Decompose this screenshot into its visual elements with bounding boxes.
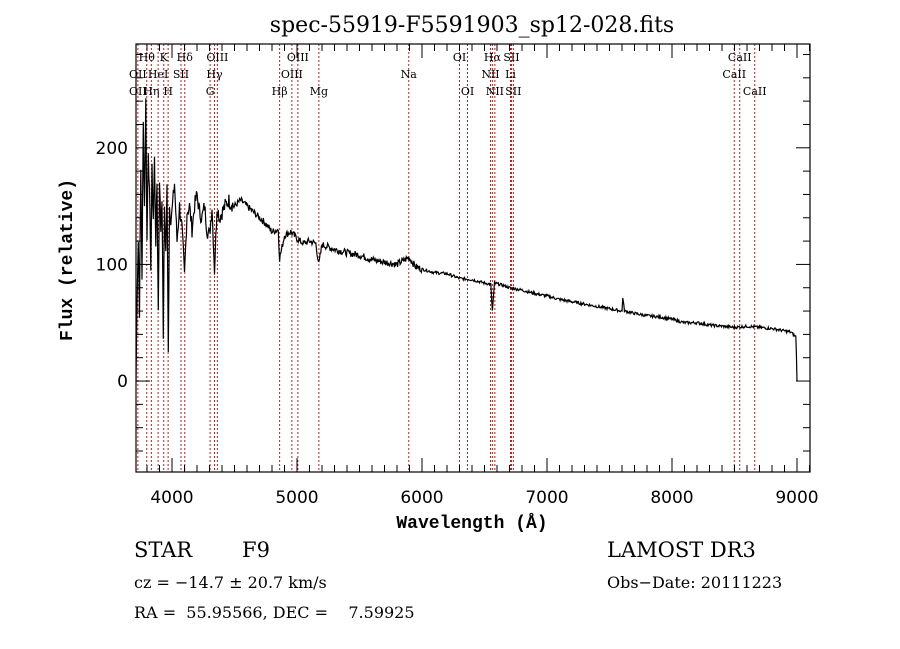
axis-ticks bbox=[136, 44, 810, 472]
spectral-line-label: OIII bbox=[206, 51, 228, 64]
x-tick-label: 9000 bbox=[775, 488, 818, 508]
spectrum-layer bbox=[136, 98, 798, 382]
spectral-line-label: K bbox=[160, 51, 169, 64]
plot-frame bbox=[135, 43, 811, 473]
axis-tick-labels: 4000 5000 6000 7000 8000 9000 0 100 200 bbox=[96, 139, 819, 508]
obs-date: Obs−Date: 20111223 bbox=[607, 573, 783, 592]
y-tick-label: 200 bbox=[96, 139, 128, 159]
redshift-text: cz = −14.7 ± 20.7 km/s bbox=[134, 573, 327, 592]
spectral-line-label: HeI bbox=[148, 68, 168, 81]
y-tick-label: 0 bbox=[117, 372, 128, 392]
survey-name: LAMOST DR3 bbox=[607, 538, 756, 562]
spectral-line-label: Li bbox=[505, 68, 516, 81]
spectral-line-label: OI bbox=[461, 85, 474, 98]
spectral-line-labels: OIIOIIHθHηHeIKHSIIHδGHγOIIIHβOIIIOIIIMgN… bbox=[129, 51, 767, 98]
spectral-line-label: OIII bbox=[281, 68, 303, 81]
spectrum-series-line bbox=[136, 98, 798, 382]
y-tick-label: 100 bbox=[96, 255, 128, 275]
spectral-line-label: CaII bbox=[728, 51, 752, 64]
coordinates-text: RA = 55.95566, DEC = 7.59925 bbox=[134, 603, 415, 622]
spectral-line-label: Hη bbox=[143, 85, 159, 98]
spectral-line-label: Mg bbox=[310, 85, 328, 98]
spectral-line-label: Hγ bbox=[206, 68, 223, 81]
spectral-line-label: Hδ bbox=[177, 51, 194, 64]
x-tick-label: 7000 bbox=[525, 488, 568, 508]
x-axis-label: Wavelength (Å) bbox=[396, 513, 547, 534]
x-tick-label: 5000 bbox=[275, 488, 318, 508]
spectral-line-label: OII bbox=[129, 68, 147, 81]
spectral-line-label: SII bbox=[503, 51, 519, 64]
object-type: STAR bbox=[134, 538, 193, 562]
object-subclass: F9 bbox=[242, 538, 270, 562]
spectral-line-label: NII bbox=[486, 85, 504, 98]
spectral-line-label: Hα bbox=[484, 51, 502, 64]
spectral-line-label: H bbox=[163, 85, 173, 98]
spectral-line-label: OI bbox=[453, 51, 466, 64]
spectral-line-label: OII bbox=[129, 85, 147, 98]
x-tick-label: 4000 bbox=[150, 488, 193, 508]
spectral-line-label: Na bbox=[401, 68, 418, 81]
spectral-line-label: OIII bbox=[287, 51, 309, 64]
spectral-line-label: SII bbox=[173, 68, 189, 81]
spectral-line-label: G bbox=[206, 85, 215, 98]
x-tick-label: 6000 bbox=[400, 488, 443, 508]
spectral-lines-layer bbox=[137, 44, 756, 472]
spectral-line-label: SII bbox=[505, 85, 521, 98]
spectral-line-label: CaII bbox=[743, 85, 767, 98]
y-axis-label: Flux (relative) bbox=[58, 179, 78, 341]
spectral-line-label: NII bbox=[481, 68, 499, 81]
x-tick-label: 8000 bbox=[650, 488, 693, 508]
spectral-line-label: Hβ bbox=[272, 85, 288, 98]
spectral-line-label: Hθ bbox=[139, 51, 156, 64]
spectral-line-label: CaII bbox=[722, 68, 746, 81]
chart-title: spec-55919-F5591903_sp12-028.fits bbox=[270, 13, 674, 38]
